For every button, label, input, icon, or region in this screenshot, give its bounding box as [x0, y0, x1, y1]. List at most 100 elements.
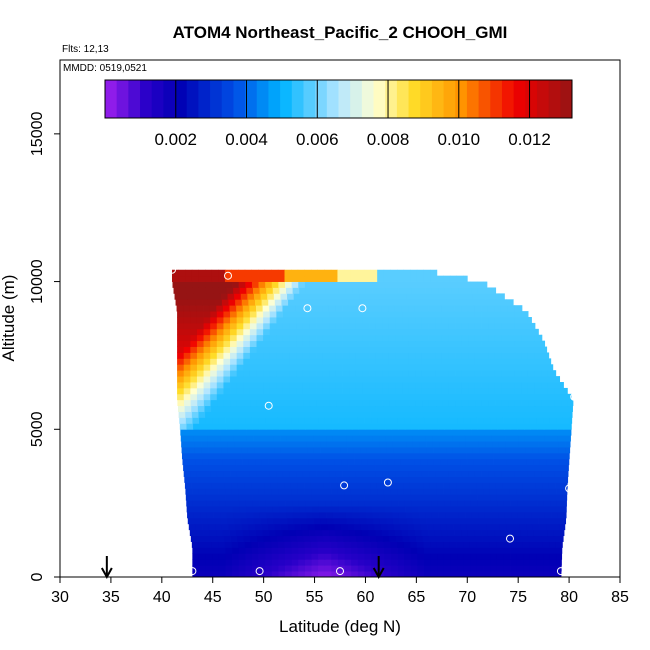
heatmap-cell [402, 370, 410, 377]
heatmap-cell [260, 517, 268, 525]
heatmap-cell [461, 305, 469, 312]
heatmap-cell [400, 452, 408, 460]
heatmap-cell [470, 547, 478, 554]
heatmap-cell [264, 275, 272, 282]
heatmap-cell [284, 482, 292, 489]
observation-point [162, 416, 171, 425]
x-tick-label: 70 [458, 589, 476, 606]
heatmap-cell [428, 399, 436, 407]
heatmap-cell [453, 523, 461, 531]
colorbar-swatch [431, 80, 445, 118]
heatmap-cell [549, 571, 557, 578]
heatmap-cell [500, 464, 508, 472]
heatmap-cell [567, 470, 569, 477]
heatmap-cell [537, 500, 545, 507]
heatmap-cell [484, 423, 492, 430]
heatmap-cell [541, 476, 549, 483]
heatmap-cell [311, 281, 319, 288]
heatmap-cell [503, 565, 511, 572]
heatmap-cell [324, 553, 332, 560]
colorbar-swatch [350, 80, 363, 118]
colorbar-swatch [105, 80, 118, 118]
heatmap-cell [230, 334, 238, 342]
heatmap-cell [240, 293, 248, 300]
heatmap-cell [435, 346, 443, 353]
heatmap-cell [427, 458, 435, 466]
heatmap-cell [185, 417, 193, 424]
heatmap-cell [289, 370, 297, 377]
heatmap-cell [543, 565, 551, 572]
heatmap-cell [316, 328, 324, 336]
heatmap-cell [196, 346, 204, 353]
heatmap-cell [421, 346, 429, 353]
heatmap-cell [230, 470, 238, 477]
heatmap-cell [353, 293, 361, 300]
heatmap-cell [408, 387, 416, 395]
heatmap-cell [516, 541, 524, 548]
heatmap-cell [391, 417, 399, 424]
heatmap-cell [203, 364, 211, 371]
heatmap-cell [544, 435, 552, 442]
heatmap-cell [428, 387, 436, 395]
heatmap-cell [410, 269, 418, 277]
heatmap-cell [432, 435, 440, 442]
heatmap-cell [220, 429, 228, 436]
heatmap-cell [230, 382, 238, 389]
observation-points [162, 253, 579, 576]
plot-frame [59, 59, 621, 578]
heatmap-cell [353, 441, 361, 448]
heatmap-cell [236, 340, 244, 347]
heatmap-cell [250, 476, 258, 483]
heatmap-cell [259, 500, 267, 507]
heatmap-cell [322, 352, 330, 359]
heatmap-cell [306, 517, 314, 525]
heatmap-cell [437, 500, 445, 507]
heatmap-cell [487, 529, 495, 537]
heatmap-cell [476, 547, 484, 554]
heatmap-cell [312, 287, 320, 294]
heatmap-cell [402, 399, 410, 407]
heatmap-cell [516, 565, 524, 572]
heatmap-cell [521, 387, 529, 395]
heatmap-cell [312, 512, 320, 519]
heatmap-cell [488, 352, 496, 359]
heatmap-cell [517, 512, 525, 519]
heatmap-cell [183, 387, 191, 395]
heatmap-cell [437, 417, 445, 424]
heatmap-cell [181, 293, 189, 300]
heatmap-cell [384, 281, 392, 288]
heatmap-cell [192, 417, 200, 424]
heatmap-cell [441, 382, 449, 389]
heatmap-cell [296, 376, 304, 383]
heatmap-cell [393, 452, 401, 460]
heatmap-cell [513, 523, 521, 531]
heatmap-cell [211, 488, 219, 495]
heatmap-cell [554, 476, 562, 483]
heatmap-cell [534, 393, 542, 401]
heatmap-cell [336, 405, 344, 412]
heatmap-cell [457, 559, 465, 566]
heatmap-cell [493, 523, 501, 531]
heatmap-cell [474, 382, 482, 389]
heatmap-cell [223, 358, 231, 365]
heatmap-cell [440, 452, 448, 460]
heatmap-cell [442, 399, 450, 407]
heatmap-cell [414, 464, 422, 472]
heatmap-cell [382, 399, 390, 407]
heatmap-cell [450, 417, 458, 424]
heatmap-cell [172, 281, 180, 288]
heatmap-cell [194, 293, 202, 300]
heatmap-cell [173, 287, 181, 294]
heatmap-cell [357, 494, 365, 501]
heatmap-cell [554, 382, 562, 389]
heatmap-cell [277, 482, 285, 489]
heatmap-cell [494, 393, 502, 401]
heatmap-cell [319, 287, 327, 294]
heatmap-cell [481, 358, 489, 365]
heatmap-cell [443, 275, 451, 282]
heatmap-cell [309, 346, 317, 353]
heatmap-cell [527, 370, 535, 377]
heatmap-cell [408, 376, 416, 383]
heatmap-cell [205, 488, 213, 495]
heatmap-cell [279, 506, 287, 513]
